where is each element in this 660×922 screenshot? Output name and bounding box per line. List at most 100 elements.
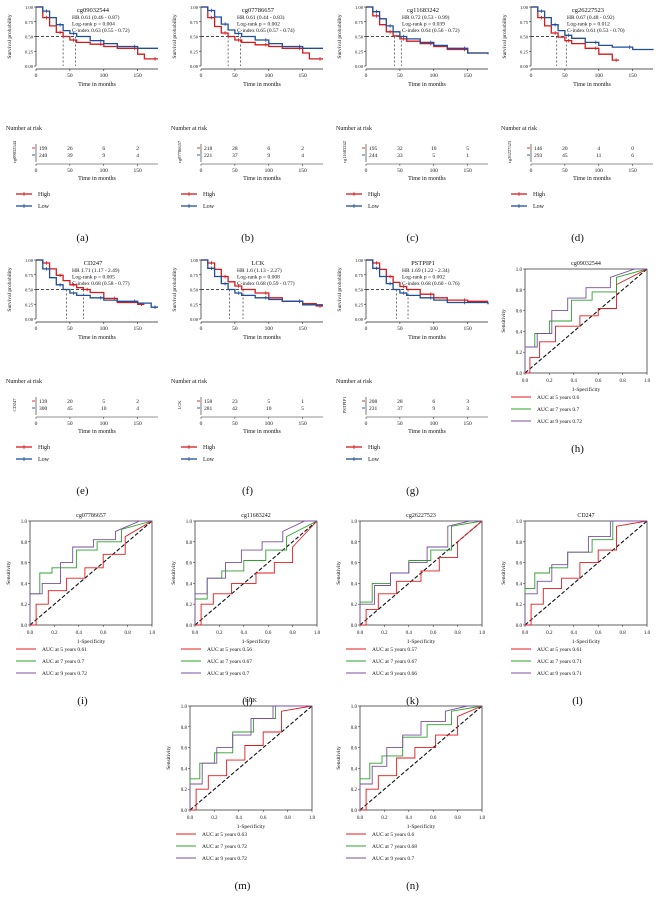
x-tick-label: 0.8 (124, 631, 131, 636)
risk-x-tick-label: 150 (629, 168, 638, 174)
risk-low-count: 33 (397, 153, 403, 159)
risk-high-count: 139 (39, 399, 48, 405)
y-tick-label: 1.0 (186, 520, 193, 525)
risk-x-tick-label: 0 (365, 168, 368, 174)
y-tick-label: 0.0 (516, 372, 523, 377)
x-axis-label: 1-Specificity (572, 386, 601, 393)
x-tick-label: 0.8 (619, 631, 626, 636)
plot-frame (524, 520, 648, 626)
km-panel-4: 0.00 0.25 0.50 0.75 1.00 0 50 100 150 Time in mon… (2, 255, 164, 495)
risk-high-count: 6 (432, 399, 435, 405)
roc-curve-2 (189, 705, 312, 810)
y-axis-label: Survival probability (337, 14, 343, 58)
panel-letter: (j) (242, 695, 253, 707)
roc-title: cg09032544 (571, 261, 601, 267)
km-panel-0-svg: 0.00 0.25 0.50 0.75 1.00 0 50 100 150 Time in mon… (6, 5, 158, 210)
risk-high-count: 2 (136, 146, 139, 152)
reference-diagonal (524, 520, 648, 626)
risk-high-count: 6 (267, 146, 270, 152)
y-axis-label: Sensitivity (171, 561, 177, 585)
risk-x-tick-label: 150 (299, 421, 308, 427)
km-curve-low (531, 6, 654, 51)
risk-x-label: Time in months (78, 429, 116, 435)
km-stat-2: C-index 0.63 (0.55 - 0.72) (72, 27, 130, 34)
risk-gene-label: cg07786657 (177, 140, 182, 163)
y-tick-label: 0.4 (21, 582, 28, 587)
risk-title: Number at risk (6, 379, 42, 385)
legend-label-1: AUC at 7 years 0.67 (207, 659, 252, 665)
roc-panel-2-svg: 0.0 0.0 0.2 0.2 0.4 0.4 0.6 0.6 0.8 0.8 1.0 1.0 1-Sp… (171, 513, 321, 677)
risk-x-tick-label: 100 (430, 421, 439, 427)
roc-panel-4-svg: 0.0 0.0 0.2 0.2 0.4 0.4 0.6 0.6 0.8 0.8 1.0 1.0 1-Sp… (501, 513, 651, 677)
y-tick-label: 0.6 (351, 747, 358, 752)
x-tick-label: 0 (200, 326, 203, 332)
x-tick-label: 0.8 (454, 631, 461, 636)
y-tick-label: 0.2 (516, 351, 523, 356)
legend-label-2: AUC at 9 years 0.7 (207, 671, 250, 677)
km-stat-2: C-index 0.65 (0.57 - 0.74) (237, 27, 295, 34)
y-tick-label: 0.6 (351, 562, 358, 567)
reference-diagonal (359, 705, 483, 811)
roc-panel-3-svg: 0.0 0.0 0.2 0.2 0.4 0.4 0.6 0.6 0.8 0.8 1.0 1.0 1-Sp… (336, 513, 486, 677)
y-tick-label: 0.00 (190, 317, 199, 322)
x-tick-label: 0.2 (546, 631, 553, 636)
x-tick-label: 0.8 (284, 816, 291, 821)
roc-curve-0 (30, 520, 153, 626)
risk-high-count: 4 (597, 146, 600, 152)
y-tick-label: 0.75 (190, 20, 199, 25)
legend-low-label: Low (533, 204, 545, 210)
y-tick-label: 0.50 (25, 35, 34, 40)
plot-frame (194, 520, 318, 626)
panel-letter: (f) (242, 485, 253, 497)
risk-high-count: 20 (562, 146, 568, 152)
risk-high-count: 2 (301, 146, 304, 152)
legend-label-0: AUC at 5 years 0.63 (202, 832, 247, 838)
y-axis-label: Survival probability (7, 14, 13, 58)
x-tick-label: 0.0 (522, 379, 529, 384)
risk-low-count: 6 (631, 153, 634, 159)
y-tick-label: 0.2 (516, 603, 523, 608)
risk-x-tick-label: 0 (35, 421, 38, 427)
y-tick-label: 0.4 (351, 767, 358, 772)
roc-curve-2 (359, 520, 482, 625)
y-tick-label: 1.00 (25, 258, 34, 263)
roc-title: cg07786657 (76, 513, 106, 519)
x-tick-label: 150 (464, 73, 473, 79)
x-tick-label: 50 (397, 326, 403, 332)
risk-title: Number at risk (171, 126, 207, 132)
y-tick-label: 0.6 (21, 562, 28, 567)
legend-label-0: AUC at 5 years 0.57 (372, 647, 417, 653)
x-axis-label: Time in months (78, 82, 116, 88)
risk-high-count: 23 (232, 399, 238, 405)
y-tick-label: 0.25 (355, 49, 364, 54)
km-curve-low (366, 6, 489, 55)
x-axis-label: 1-Specificity (407, 823, 436, 830)
roc-curve-1 (524, 520, 647, 625)
y-tick-label: 0.00 (355, 64, 364, 69)
y-tick-label: 0.50 (190, 35, 199, 40)
roc-curve-2 (194, 520, 317, 625)
km-panel-1-svg: 0.00 0.25 0.50 0.75 1.00 0 50 100 150 Time in mon… (171, 5, 323, 210)
risk-x-tick-label: 50 (232, 421, 238, 427)
roc-panel-0: 0.0 0.0 0.2 0.2 0.4 0.4 0.6 0.6 0.8 0.8 1.0 1.0 1-Sp… (497, 255, 659, 455)
y-tick-label: 0.2 (21, 603, 28, 608)
y-tick-label: 0.00 (355, 317, 364, 322)
roc-curve-0 (525, 520, 648, 626)
km-stat-1: Log-rank p = 0.012 (567, 22, 610, 28)
roc-curve-2 (524, 268, 647, 373)
y-tick-label: 0.75 (355, 273, 364, 278)
x-tick-label: 50 (232, 326, 238, 332)
x-tick-label: 50 (232, 73, 238, 79)
km-curve-high (531, 6, 620, 61)
risk-high-count: 5 (466, 146, 469, 152)
legend-label-0: AUC at 5 years 0.61 (537, 647, 582, 653)
legend-low-label: Low (368, 457, 380, 463)
legend-high-label: High (368, 445, 380, 451)
km-stat-1: Log-rank p = 0.004 (72, 22, 115, 28)
y-tick-label: 0.75 (25, 20, 34, 25)
risk-title: Number at risk (336, 126, 372, 132)
risk-low-count: 231 (369, 406, 378, 412)
roc-panel-3: 0.0 0.0 0.2 0.2 0.4 0.4 0.6 0.6 0.8 0.8 1.0 1.0 1-Sp… (332, 507, 494, 707)
